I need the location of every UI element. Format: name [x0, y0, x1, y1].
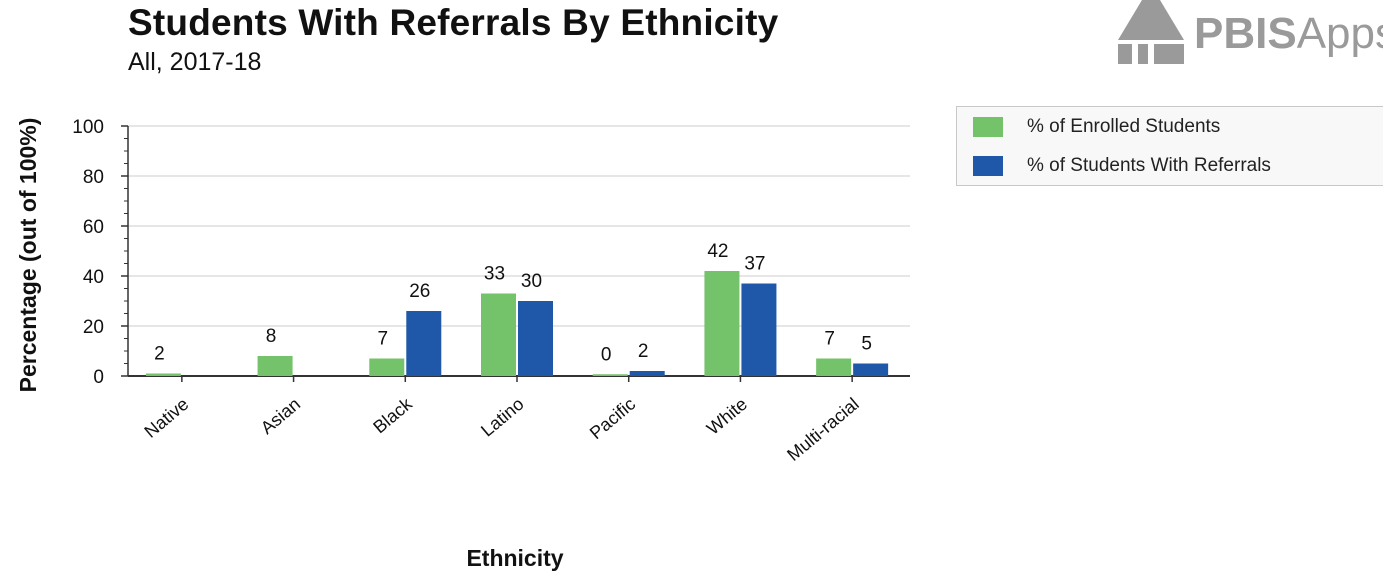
- data-label-enrolled: 7: [824, 329, 835, 350]
- logo-text-light: Apps: [1297, 9, 1383, 58]
- data-label-referrals: 26: [409, 281, 430, 302]
- chart-subtitle: All, 2017-18: [128, 48, 262, 76]
- x-tick-label: Black: [369, 393, 416, 437]
- y-tick-label: 80: [83, 167, 104, 188]
- data-label-enrolled: 42: [707, 241, 728, 262]
- bar-enrolled: [369, 358, 405, 376]
- y-tick-label: 100: [72, 117, 104, 138]
- legend-item-referrals: % of Students With Referrals: [973, 154, 1271, 178]
- data-label-referrals: 5: [861, 334, 872, 355]
- y-tick-label: 0: [93, 367, 104, 388]
- data-label-referrals: 37: [744, 254, 765, 275]
- legend-swatch-enrolled: [973, 117, 1003, 137]
- x-tick-label: White: [703, 394, 751, 439]
- building-icon: [1118, 0, 1184, 64]
- bar-referrals: [853, 363, 889, 376]
- bar-enrolled: [481, 293, 516, 376]
- data-label-referrals: 30: [521, 271, 542, 292]
- data-label-enrolled: 8: [266, 326, 277, 347]
- data-label-referrals: 2: [638, 341, 649, 362]
- pbis-apps-logo: PBISApps: [1118, 0, 1383, 64]
- data-label-enrolled: 33: [484, 264, 505, 285]
- svg-text:PBISApps: PBISApps: [1194, 9, 1383, 58]
- legend-item-enrolled: % of Enrolled Students: [973, 115, 1220, 139]
- data-label-enrolled: 0: [601, 344, 612, 365]
- x-tick-label: Multi-racial: [783, 394, 863, 465]
- bar-enrolled: [145, 373, 181, 376]
- bar-enrolled: [257, 356, 293, 376]
- bar-enrolled: [704, 271, 740, 376]
- legend-swatch-referrals: [973, 156, 1003, 176]
- bar-referrals: [406, 311, 442, 376]
- bar-referrals: [518, 301, 553, 376]
- bar-enrolled: [816, 358, 852, 376]
- x-tick-label: Native: [140, 394, 192, 442]
- data-label-enrolled: 7: [377, 329, 388, 350]
- chart-title: Students With Referrals By Ethnicity: [128, 2, 779, 43]
- bar-referrals: [629, 371, 665, 376]
- bar-referrals: [741, 283, 777, 376]
- logo-text-bold: PBIS: [1194, 9, 1297, 58]
- x-tick-label: Pacific: [586, 394, 639, 443]
- y-tick-label: 20: [83, 317, 104, 338]
- legend-label-enrolled: % of Enrolled Students: [1027, 116, 1221, 137]
- y-axis-title: Percentage (out of 100%): [15, 118, 41, 393]
- bar-enrolled: [592, 374, 628, 376]
- x-tick-label: Latino: [477, 394, 527, 441]
- chart-legend: % of Enrolled Students % of Students Wit…: [956, 106, 1383, 186]
- legend-label-referrals: % of Students With Referrals: [1027, 155, 1271, 176]
- x-tick-label: Asian: [257, 394, 304, 438]
- y-tick-label: 40: [83, 267, 104, 288]
- y-tick-label: 60: [83, 217, 104, 238]
- x-axis-title: Ethnicity: [466, 545, 563, 571]
- data-label-enrolled: 2: [154, 344, 165, 365]
